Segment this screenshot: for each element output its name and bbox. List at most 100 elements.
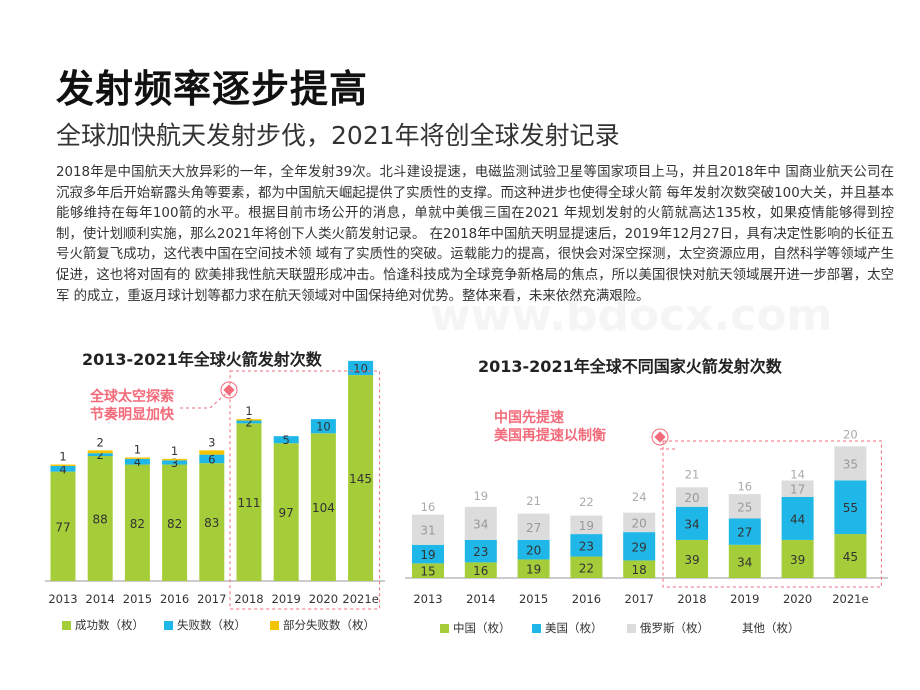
chart2-label-other-2016: 22 [579,495,594,509]
chart2-label-2-2019: 25 [737,500,752,514]
chart1-annotation-ring [220,381,238,399]
chart2-label-2-2018: 20 [684,491,699,505]
chart2-tick-2017: 2017 [625,592,654,606]
chart2-legend-item-0: 中国（枚） [440,620,511,636]
chart1-legend-item-1: 失败数（枚） [164,617,246,633]
chart2-highlight-box [662,440,882,588]
chart2-bar-3-2013 [412,498,444,515]
chart2-label-1-2014: 23 [473,545,488,559]
chart2-bar-0-2018 [676,539,708,578]
chart1-bar-1-2017 [199,454,225,464]
chart2-bar-3-2018 [676,466,708,488]
chart2-bar-3-2017 [623,489,656,513]
chart2-label-other-2020: 14 [790,468,805,482]
chart1-bar-1-2014 [87,453,113,457]
chart1-tick-2019: 2019 [272,592,301,606]
chart1-bar-2-2017 [199,450,225,455]
chart2-legend-swatch-2 [627,624,636,633]
chart1-tick-2018: 2018 [234,592,263,606]
chart2-label-2-2021e: 35 [843,457,858,471]
chart2-bar-2-2018 [676,487,708,507]
chart2-bar-1-2014 [464,539,497,563]
chart1-bar-0-2016 [162,464,188,581]
chart2-legend-label-0: 中国（枚） [453,621,511,635]
chart1-bar-1-2015 [124,458,150,465]
chart2-label-1-2020: 44 [790,512,805,526]
chart2-label-0-2018: 39 [684,553,699,567]
chart2-bar-0-2017 [623,560,656,578]
chart2-label-2-2016: 19 [579,519,594,533]
chart2-annotation-line1: 中国先提速 [494,410,564,426]
chart2-label-other-2021e: 20 [843,428,858,442]
chart1-label-partial-2013: 1 [59,450,66,464]
watermark: www.bdocx.com [430,290,833,341]
chart1-label-success-2013: 77 [55,520,70,534]
chart1-annotation-line1: 全球太空探索 [90,389,174,405]
chart2-bar-2-2019 [728,494,761,519]
chart1-label-fail-2014: 2 [97,448,104,462]
chart2-bar-0-2021e [834,534,867,578]
chart1-legend-item-2: 部分失败数（枚） [270,617,375,633]
chart2-bar-2-2017 [623,512,656,533]
chart2-bar-1-2021e [834,480,867,535]
chart1-label-partial-2018: 1 [245,404,252,418]
chart1-bar-1-2016 [162,460,188,465]
chart1-bar-1-2019 [273,436,299,444]
chart2-annotation: 中国先提速 美国再提速以制衡 [494,409,606,445]
page-title: 发射频率逐步提高 [56,67,369,111]
chart1-bar-0-2018 [236,423,262,581]
chart2-label-1-2019: 27 [737,526,752,540]
chart1-highlight-box [229,370,381,610]
chart1-tick-2015: 2015 [123,592,152,606]
chart1-bar-0-2014 [87,456,113,581]
chart1-label-fail-2013: 4 [59,462,66,476]
chart1-label-success-2016: 82 [167,517,182,531]
chart2-label-2-2015: 27 [526,521,541,535]
chart2-annotation-line2: 美国再提速以制衡 [494,428,606,444]
chart1-annotation: 全球太空探索 节奏明显加快 [90,388,174,424]
chart2-label-2-2014: 34 [473,517,488,531]
chart2-tick-2019: 2019 [730,592,759,606]
chart2-label-other-2019: 16 [737,479,752,493]
chart1-label-partial-2016: 1 [171,444,178,458]
chart2-tick-2018: 2018 [677,592,706,606]
chart1-bar-1-2013 [50,465,76,472]
page-subtitle: 全球加快航天发射步伐，2021年将创全球发射记录 [56,121,620,150]
chart1-legend-swatch-0 [62,621,71,630]
chart2-label-0-2017: 18 [632,563,647,577]
chart1-label-success-2015: 82 [130,517,145,531]
chart1-label-fail-2018: 2 [245,415,252,429]
chart2-label-1-2017: 29 [632,540,647,554]
chart2-label-2-2020: 17 [790,483,805,497]
chart2-bar-1-2013 [412,544,444,564]
chart1-annotation-line2: 节奏明显加快 [90,407,174,423]
chart1-label-fail-2021e: 10 [353,362,368,376]
chart2-tick-2016: 2016 [572,592,601,606]
chart1-label-success-2019: 97 [279,506,294,520]
chart1-label-fail-2016: 3 [171,456,178,470]
chart1-label-success-2021e: 145 [349,472,372,486]
chart2-label-2-2017: 20 [632,516,647,530]
chart2-bar-3-2019 [728,478,761,495]
chart2-label-1-2018: 34 [684,517,699,531]
chart2-label-0-2016: 22 [579,561,594,575]
chart2-label-1-2016: 23 [579,539,594,553]
chart2-bar-1-2016 [570,534,603,557]
chart1-label-fail-2020: 10 [316,420,331,434]
body-paragraph: 2018年是中国航天大放异彩的一年，全年发射39次。北斗建设提速，电磁监测试验卫… [56,165,894,304]
chart1-label-success-2018: 111 [238,496,261,510]
chart2-label-other-2015: 21 [526,494,541,508]
chart1-legend-item-0: 成功数（枚） [62,617,144,633]
chart2-legend-swatch-3 [729,624,738,633]
chart1-bar-1-2021e [348,360,374,376]
chart2-legend-label-2: 俄罗斯（枚） [640,621,709,635]
chart1-bar-1-2018 [236,420,262,424]
chart1-legend-label-1: 失败数（枚） [177,618,246,632]
chart2-bar-2-2016 [570,515,603,535]
chart1-title: 2013-2021年全球火箭发射次数 [82,350,322,369]
chart2-bar-0-2013 [412,563,444,578]
chart2-tick-2014: 2014 [466,592,495,606]
chart2-tick-2020: 2020 [783,592,812,606]
chart1-label-partial-2014: 2 [97,435,104,449]
